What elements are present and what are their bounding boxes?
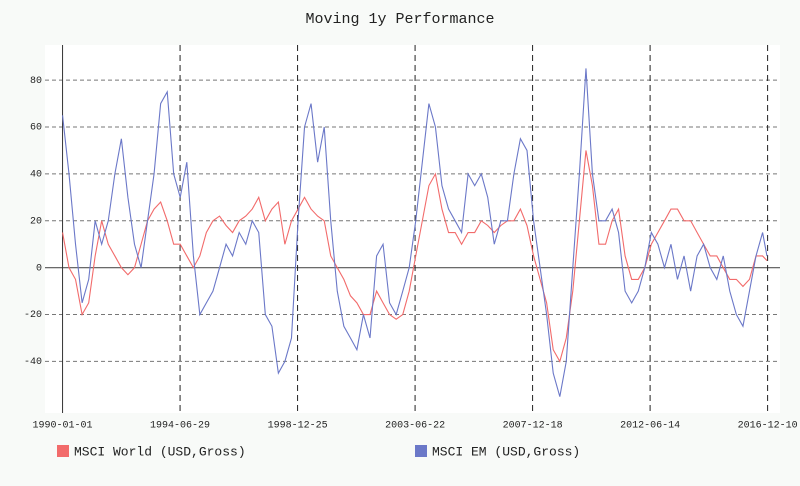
plot-area <box>45 45 780 413</box>
y-tick-label: 80 <box>30 76 42 87</box>
y-tick-label: -20 <box>24 310 42 321</box>
x-tick-label: 1998-12-25 <box>268 421 328 432</box>
y-tick-label: 20 <box>30 216 42 227</box>
y-tick-label: 60 <box>30 123 42 134</box>
x-tick-label: 2012-06-14 <box>620 421 680 432</box>
x-tick-label: 2016-12-10 <box>738 421 798 432</box>
legend-label: MSCI EM (USD,Gross) <box>432 444 580 459</box>
series-line <box>62 68 768 397</box>
x-tick-label: 2007-12-18 <box>503 421 563 432</box>
y-tick-label: 0 <box>36 263 42 274</box>
x-tick-label: 1990-01-01 <box>33 421 93 432</box>
x-tick-label: 2003-06-22 <box>385 421 445 432</box>
chart-title: Moving 1y Performance <box>305 11 494 28</box>
legend-label: MSCI World (USD,Gross) <box>74 444 246 459</box>
series-line <box>62 150 768 363</box>
y-tick-label: -40 <box>24 357 42 368</box>
x-tick-label: 1994-06-29 <box>150 421 210 432</box>
y-tick-label: 40 <box>30 170 42 181</box>
legend-swatch <box>57 445 69 457</box>
legend-swatch <box>415 445 427 457</box>
